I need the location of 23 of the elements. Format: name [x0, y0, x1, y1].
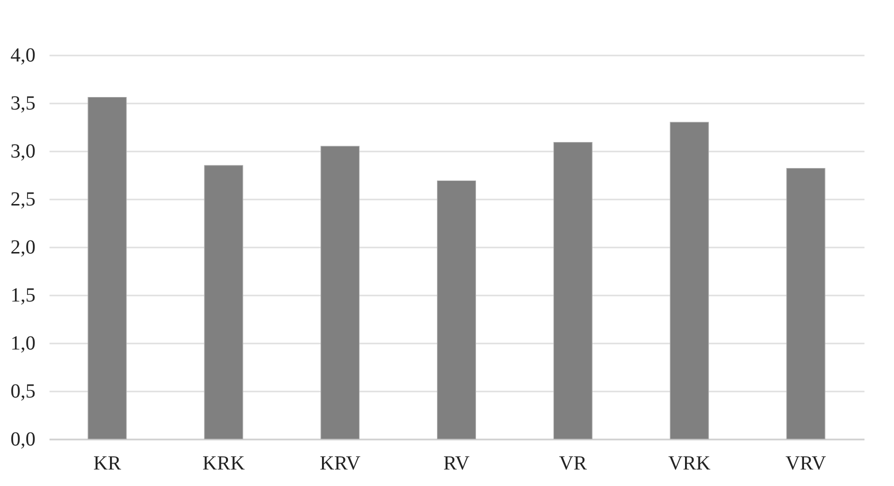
y-tick-label: 2,0 [10, 236, 36, 258]
bar [436, 180, 476, 440]
x-tick-label: KRV [320, 452, 361, 474]
x-tick-label: KRK [202, 452, 246, 474]
y-tick-label: 3,5 [10, 92, 36, 114]
y-tick-label: 1,5 [10, 284, 36, 306]
bar [88, 96, 127, 440]
bar [320, 146, 360, 440]
x-tick-label: VRK [668, 452, 712, 474]
bar [553, 142, 592, 440]
x-tick-label: RV [443, 452, 470, 474]
bar [204, 165, 244, 440]
x-tick-label: KR [93, 452, 122, 474]
y-tick-label: 0,0 [10, 428, 36, 450]
x-tick-label: VRV [785, 452, 827, 474]
y-tick-label: 0,5 [10, 380, 36, 402]
bar [786, 168, 826, 440]
y-tick-label: 1,0 [10, 332, 36, 354]
y-tick-label: 2,5 [10, 188, 36, 210]
y-tick-label: 4,0 [10, 44, 36, 66]
bar [670, 122, 709, 440]
x-tick-label: VR [559, 452, 588, 474]
y-tick-label: 3,0 [10, 140, 36, 162]
